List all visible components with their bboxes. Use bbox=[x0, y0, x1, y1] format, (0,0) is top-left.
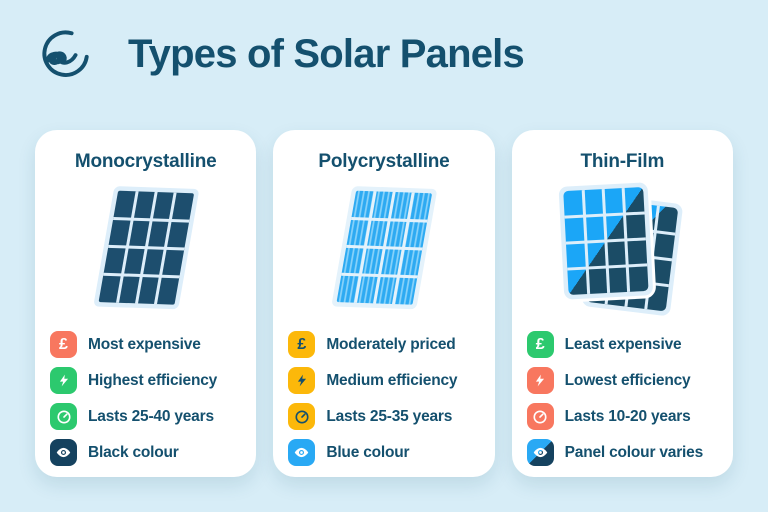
header: Types of Solar Panels bbox=[0, 0, 768, 82]
feature-price: £ Moderately priced bbox=[288, 331, 494, 358]
card-polycrystalline: Polycrystalline bbox=[273, 130, 495, 477]
feature-text: Most expensive bbox=[88, 335, 201, 353]
feature-text: Medium efficiency bbox=[326, 371, 458, 389]
feature-text: Lasts 10-20 years bbox=[564, 407, 691, 425]
feature-text: Panel colour varies bbox=[564, 443, 704, 461]
monocrystalline-panel-icon bbox=[90, 183, 202, 313]
feature-text: Lowest efficiency bbox=[564, 371, 691, 389]
feature-lifespan: Lasts 25-40 years bbox=[50, 403, 256, 430]
thin-film-panel-illustration bbox=[512, 179, 733, 319]
feature-colour: Panel colour varies bbox=[526, 439, 733, 466]
feature-lifespan: Lasts 10-20 years bbox=[526, 403, 733, 430]
monocrystalline-panel-illustration bbox=[35, 179, 256, 319]
feature-price: £ Least expensive bbox=[526, 331, 733, 358]
clock-icon bbox=[288, 403, 316, 430]
feature-text: Black colour bbox=[88, 443, 179, 461]
feature-efficiency: Medium efficiency bbox=[288, 367, 494, 394]
polycrystalline-panel-icon bbox=[329, 183, 440, 313]
card-thin-film: Thin-Film bbox=[511, 130, 733, 477]
feature-colour: Black colour bbox=[50, 439, 256, 466]
pound-glyph: £ bbox=[535, 335, 545, 353]
card-monocrystalline: Monocrystalline bbox=[35, 130, 257, 477]
feature-text: Moderately priced bbox=[326, 335, 456, 353]
card-title: Monocrystalline bbox=[74, 151, 217, 172]
page-title: Types of Solar Panels bbox=[128, 31, 525, 76]
eye-icon bbox=[50, 439, 77, 466]
bolt-icon bbox=[50, 367, 77, 394]
feature-text: Lasts 25-35 years bbox=[326, 407, 453, 425]
feature-price: £ Most expensive bbox=[50, 331, 256, 358]
thin-film-panel-icon bbox=[556, 179, 686, 319]
pound-icon: £ bbox=[288, 331, 316, 358]
feature-efficiency: Lowest efficiency bbox=[526, 367, 733, 394]
pound-glyph: £ bbox=[59, 335, 68, 353]
feature-text: Highest efficiency bbox=[88, 371, 218, 389]
feature-lifespan: Lasts 25-35 years bbox=[288, 403, 494, 430]
eye-icon bbox=[288, 439, 316, 466]
pound-icon: £ bbox=[526, 331, 554, 358]
feature-text: Blue colour bbox=[326, 443, 410, 461]
card-title: Thin-Film bbox=[580, 151, 665, 172]
card-title: Polycrystalline bbox=[318, 151, 450, 172]
pound-icon: £ bbox=[50, 331, 77, 358]
cards-row: Monocrystalline bbox=[0, 130, 768, 477]
feature-colour: Blue colour bbox=[288, 439, 494, 466]
feature-text: Lasts 25-40 years bbox=[88, 407, 214, 425]
clock-icon bbox=[50, 403, 77, 430]
bolt-icon bbox=[526, 367, 554, 394]
feature-list: £ Least expensive Lowest efficiency Last… bbox=[526, 331, 733, 466]
polycrystalline-panel-illustration bbox=[273, 179, 494, 319]
brand-logo-icon bbox=[42, 30, 89, 77]
feature-efficiency: Highest efficiency bbox=[50, 367, 256, 394]
clock-icon bbox=[526, 403, 554, 430]
feature-text: Least expensive bbox=[564, 335, 682, 353]
pound-glyph: £ bbox=[297, 335, 307, 353]
eye-icon bbox=[526, 439, 554, 466]
feature-list: £ Moderately priced Medium efficiency La… bbox=[288, 331, 494, 466]
feature-list: £ Most expensive Highest efficiency Last… bbox=[50, 331, 256, 466]
bolt-icon bbox=[288, 367, 316, 394]
